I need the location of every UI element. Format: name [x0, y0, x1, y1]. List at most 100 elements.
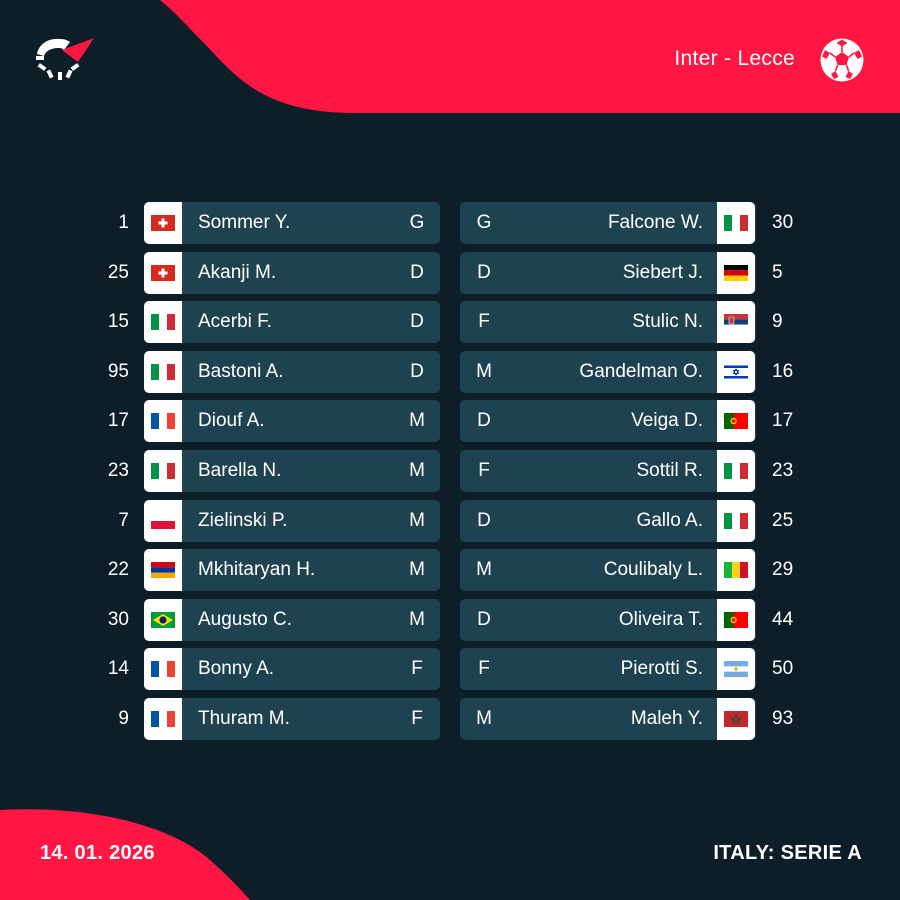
- player-number: 44: [772, 608, 794, 630]
- home-player-row: 30 Augusto C. M: [96, 598, 440, 641]
- player-position: F: [411, 707, 423, 729]
- player-name: Veiga D.: [631, 410, 703, 432]
- home-lineup: 1 Sommer Y. G 25 Akanji M. D 15 Acerbi F. D 95 Bas…: [96, 202, 440, 748]
- player-number: 16: [772, 360, 794, 382]
- player-bar: [460, 499, 756, 542]
- player-bar: [144, 400, 440, 443]
- player-number: 17: [772, 410, 794, 432]
- player-position: G: [409, 212, 425, 233]
- player-bar: [144, 251, 440, 294]
- flag-container: [717, 499, 755, 542]
- player-bar: [144, 598, 440, 641]
- player-number: 14: [107, 658, 129, 680]
- away-lineup: 30 Falcone W. G 5 Siebert J. D 9 Stulic N. F 16 Ga…: [460, 202, 800, 748]
- player-number: 25: [107, 261, 129, 283]
- away-player-row: 23 Sottil R. F: [460, 449, 800, 492]
- player-name: Zielinski P.: [198, 509, 288, 531]
- player-position: D: [477, 261, 491, 283]
- player-name: Oliveira T.: [618, 608, 703, 630]
- away-player-row: 30 Falcone W. G: [460, 202, 800, 244]
- player-position: D: [410, 261, 424, 283]
- player-bar: [460, 648, 756, 691]
- flag-container: [717, 301, 755, 344]
- player-bar: [460, 301, 756, 344]
- away-player-row: 50 Pierotti S. F: [460, 648, 800, 691]
- player-position: D: [477, 410, 491, 432]
- player-position: D: [477, 608, 491, 630]
- flag-container: [144, 202, 182, 244]
- football-icon: [820, 38, 864, 82]
- player-name: Siebert J.: [622, 261, 703, 283]
- player-bar: [460, 598, 756, 641]
- player-name: Mkhitaryan H.: [198, 559, 316, 581]
- flag-brazil-icon: [151, 611, 175, 628]
- player-bar: [144, 549, 440, 592]
- away-player-row: 29 Coulibaly L. M: [460, 549, 800, 592]
- home-player-row: 95 Bastoni A. D: [96, 350, 440, 393]
- away-player-row: 9 Stulic N. F: [460, 301, 800, 344]
- flag-container: [144, 350, 182, 393]
- flag-container: [144, 400, 182, 443]
- flag-italy-icon: [724, 512, 748, 529]
- player-position: D: [410, 360, 424, 382]
- player-number: 25: [772, 509, 794, 531]
- away-player-row: 17 Veiga D. D: [460, 400, 800, 443]
- player-position: M: [409, 459, 425, 481]
- player-bar: [460, 251, 756, 294]
- flag-container: [717, 697, 755, 740]
- player-number: 93: [772, 707, 794, 729]
- flag-italy-icon: [724, 215, 748, 231]
- player-name: Stulic N.: [632, 311, 703, 333]
- flag-container: [717, 598, 755, 641]
- player-name: Coulibaly L.: [603, 559, 703, 581]
- player-name: Bonny A.: [198, 658, 275, 680]
- player-number: 7: [118, 509, 129, 531]
- flag-armenia-icon: [151, 562, 175, 579]
- player-position: G: [476, 212, 492, 233]
- player-number: 1: [118, 212, 129, 233]
- player-number: 17: [107, 410, 129, 432]
- player-name: Acerbi F.: [198, 311, 272, 333]
- flag-switzerland-icon: [151, 215, 175, 231]
- player-number: 23: [107, 459, 129, 481]
- player-name: Thuram M.: [198, 707, 290, 729]
- player-position: M: [409, 410, 425, 432]
- flag-italy-icon: [151, 462, 175, 479]
- home-player-row: 9 Thuram M. F: [96, 697, 440, 740]
- home-player-row: 22 Mkhitaryan H. M: [96, 549, 440, 592]
- flag-container: [144, 301, 182, 344]
- player-number: 30: [772, 212, 794, 233]
- away-player-row: 5 Siebert J. D: [460, 251, 800, 294]
- player-bar: [460, 697, 756, 740]
- player-name: Sommer Y.: [198, 212, 291, 233]
- home-player-row: 25 Akanji M. D: [96, 251, 440, 294]
- player-position: M: [409, 559, 425, 581]
- player-number: 29: [772, 559, 794, 581]
- player-position: F: [478, 311, 490, 333]
- player-position: F: [478, 658, 490, 680]
- flag-italy-icon: [151, 314, 175, 331]
- flag-container: [717, 449, 755, 492]
- away-player-row: 25 Gallo A. D: [460, 499, 800, 542]
- flag-container: [144, 499, 182, 542]
- flag-container: [717, 400, 755, 443]
- player-position: M: [476, 559, 492, 581]
- player-name: Barella N.: [198, 459, 282, 481]
- player-name: Bastoni A.: [198, 360, 284, 382]
- flag-container: [717, 648, 755, 691]
- player-bar: [460, 350, 756, 393]
- flag-mali-icon: [724, 562, 748, 579]
- flag-poland-icon: [151, 512, 175, 529]
- player-position: F: [411, 658, 423, 680]
- player-position: M: [409, 509, 425, 531]
- flag-italy-icon: [151, 363, 175, 380]
- flag-argentina-icon: [724, 661, 748, 678]
- player-bar: [460, 202, 756, 244]
- match-date: 14. 01. 2026: [40, 842, 155, 864]
- flag-germany-icon: [724, 264, 748, 281]
- flag-serbia-icon: [724, 314, 748, 331]
- flag-portugal-icon: [724, 611, 748, 628]
- player-bar: [144, 202, 440, 244]
- flag-container: [144, 598, 182, 641]
